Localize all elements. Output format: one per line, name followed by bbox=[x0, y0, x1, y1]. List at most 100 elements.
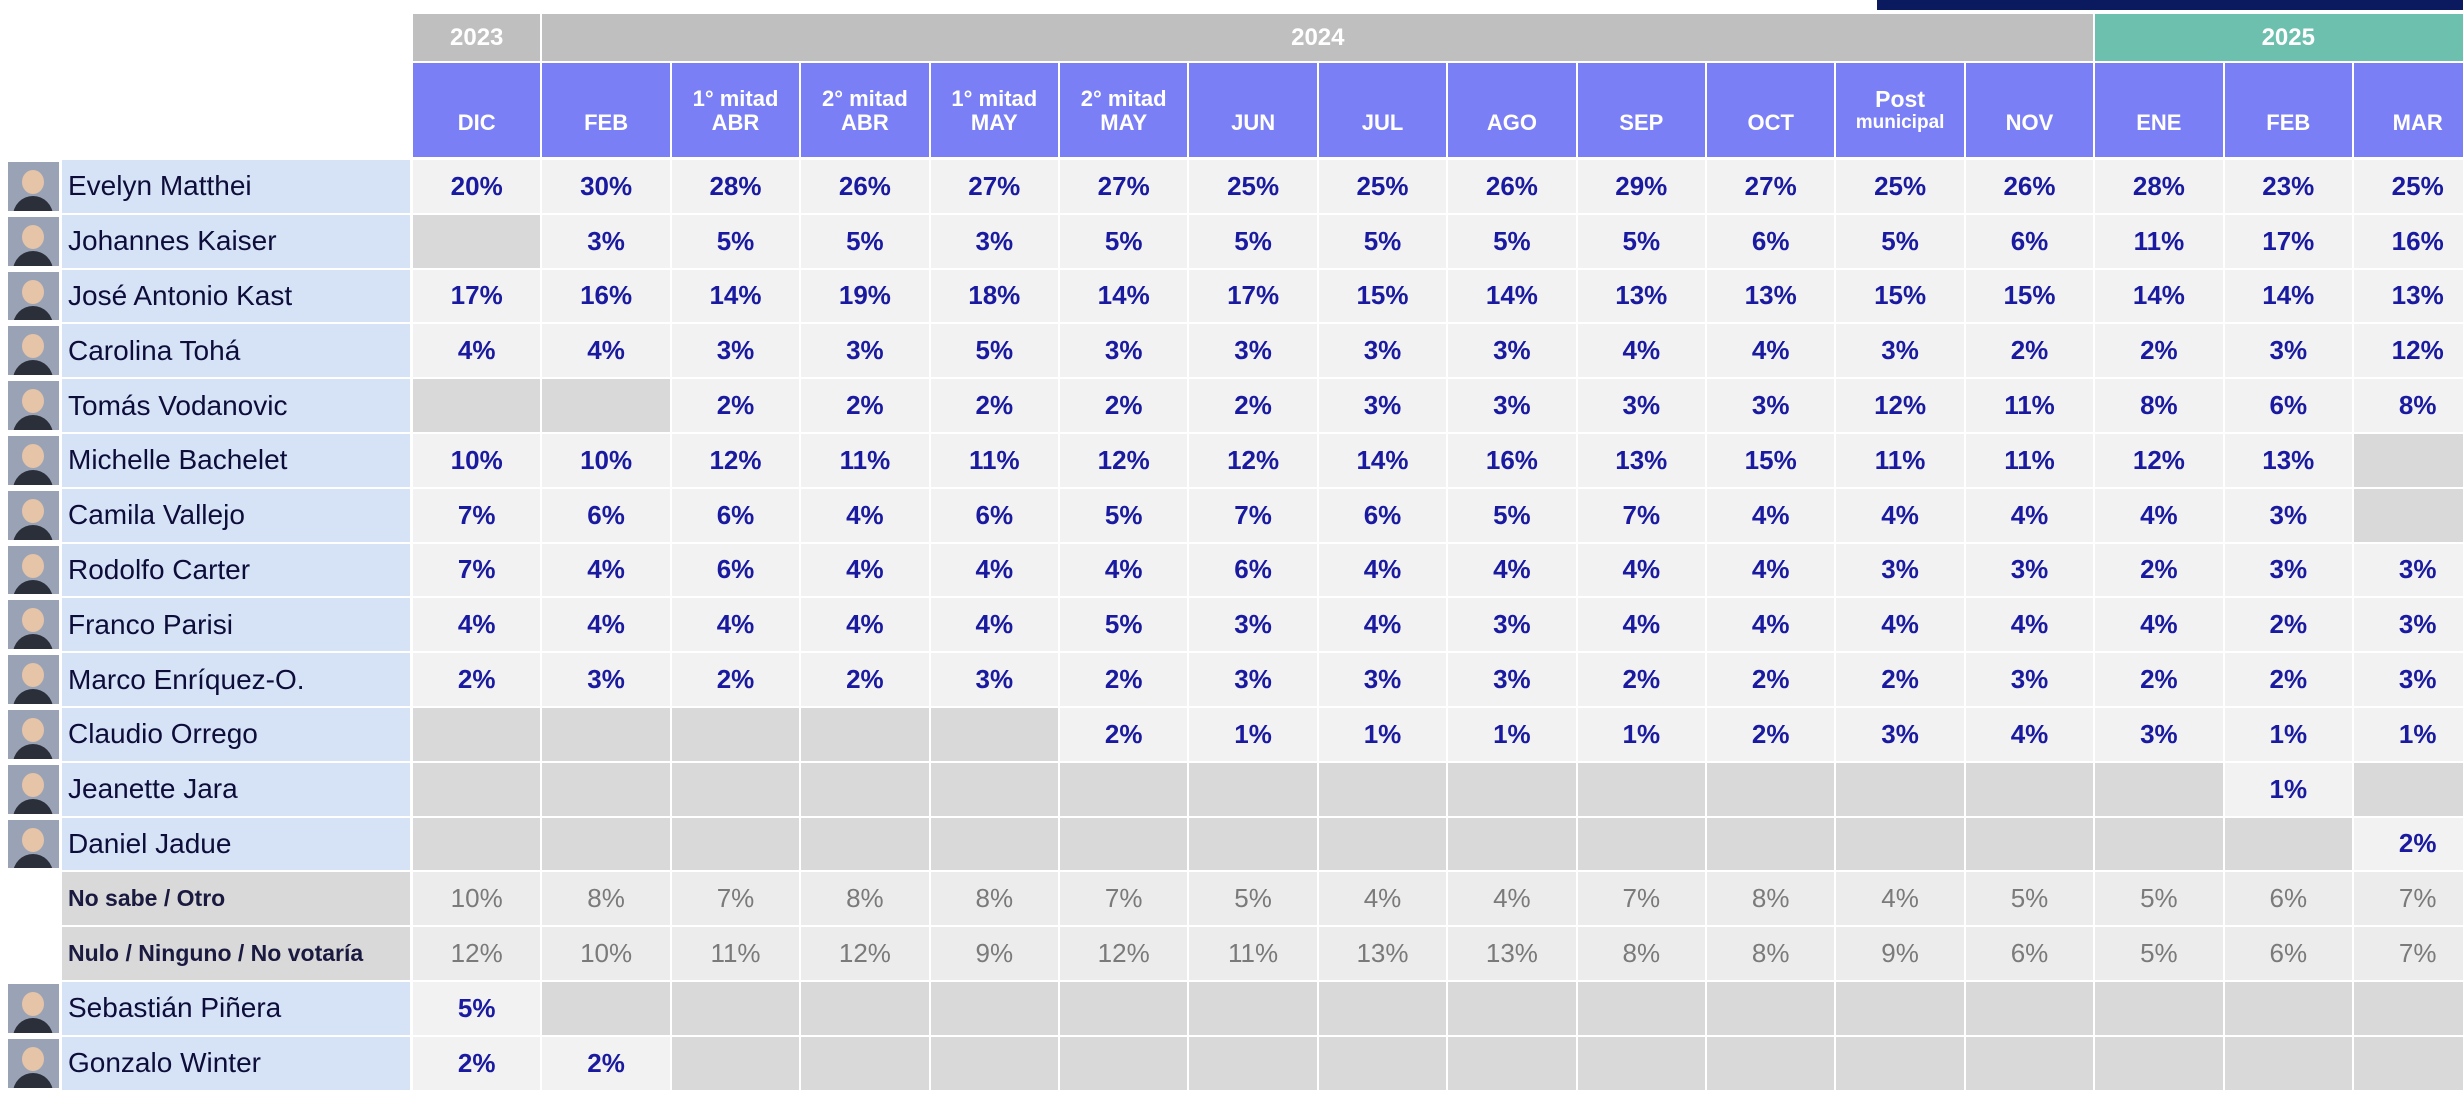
value-cell: 8% bbox=[542, 872, 670, 926]
photo-head bbox=[22, 170, 44, 194]
empty-cell bbox=[930, 762, 1058, 816]
value-cell: 13% bbox=[1318, 927, 1447, 980]
value-cell: 8% bbox=[2354, 379, 2463, 432]
value-cell: 1% bbox=[2224, 708, 2352, 761]
empty-cell bbox=[1060, 1036, 1188, 1090]
empty-cell bbox=[1965, 817, 2094, 871]
empty-cell bbox=[2095, 762, 2223, 816]
value-cell: 4% bbox=[801, 543, 929, 597]
value-cell: 7% bbox=[2354, 872, 2463, 926]
value-cell: 14% bbox=[2224, 269, 2352, 323]
value-cell: 14% bbox=[671, 269, 800, 323]
photo bbox=[8, 436, 59, 485]
value-cell: 11% bbox=[930, 434, 1058, 487]
value-cell: 3% bbox=[1318, 379, 1447, 432]
empty-cell bbox=[542, 379, 670, 432]
photo-head bbox=[22, 718, 44, 742]
value-cell: 4% bbox=[1965, 488, 2094, 542]
value-cell: 2% bbox=[1707, 708, 1835, 761]
month-header: NOV bbox=[1965, 63, 2094, 157]
empty-cell bbox=[930, 1036, 1058, 1090]
value-cell: 3% bbox=[1448, 653, 1576, 706]
value-cell: 8% bbox=[1577, 927, 1705, 980]
value-cell: 5% bbox=[671, 214, 800, 268]
value-cell: 3% bbox=[671, 324, 800, 378]
value-cell: 5% bbox=[1836, 214, 1964, 268]
photo-head bbox=[22, 663, 44, 688]
empty-cell bbox=[930, 817, 1058, 871]
month-header: AGO bbox=[1448, 63, 1576, 157]
value-cell: 8% bbox=[801, 872, 929, 926]
photo bbox=[8, 1038, 59, 1088]
row-name: Franco Parisi bbox=[62, 598, 410, 652]
value-cell: 7% bbox=[1189, 488, 1317, 542]
month-header-label: MAY bbox=[1100, 110, 1148, 135]
value-cell: 1% bbox=[2224, 762, 2352, 816]
value-cell: 15% bbox=[1965, 269, 2094, 323]
value-cell: 4% bbox=[1965, 598, 2094, 652]
value-cell: 3% bbox=[1189, 598, 1317, 652]
month-header-label: FEB bbox=[2266, 110, 2311, 135]
value-cell: 2% bbox=[1060, 653, 1188, 706]
row-name: Tomás Vodanovic bbox=[62, 379, 410, 432]
value-cell: 7% bbox=[1577, 488, 1705, 542]
photo bbox=[8, 819, 59, 869]
month-header-top: 2° mitad bbox=[1080, 86, 1167, 111]
photo bbox=[8, 710, 59, 759]
value-cell: 2% bbox=[1189, 379, 1317, 432]
empty-cell bbox=[2354, 434, 2463, 487]
value-cell: 3% bbox=[2224, 488, 2352, 542]
value-cell: 4% bbox=[1836, 598, 1964, 652]
value-cell: 7% bbox=[1060, 872, 1188, 926]
empty-cell bbox=[1189, 1036, 1317, 1090]
photo-head bbox=[22, 498, 44, 523]
value-cell: 25% bbox=[1189, 160, 1317, 213]
value-cell: 17% bbox=[1189, 269, 1317, 323]
month-header-label: MAR bbox=[2392, 110, 2443, 135]
empty-cell bbox=[1965, 762, 2094, 816]
value-cell: 4% bbox=[671, 598, 800, 652]
photo-head bbox=[22, 772, 44, 797]
value-cell: 3% bbox=[2224, 324, 2352, 378]
value-cell: 13% bbox=[1448, 927, 1576, 980]
value-cell: 4% bbox=[413, 324, 541, 378]
photo-body bbox=[13, 524, 53, 540]
empty-cell bbox=[1836, 817, 1964, 871]
empty-cell bbox=[1965, 1036, 2094, 1090]
empty-cell bbox=[2354, 762, 2463, 816]
value-cell: 26% bbox=[1965, 160, 2094, 213]
empty-cell bbox=[2224, 982, 2352, 1035]
empty-cell bbox=[542, 762, 670, 816]
value-cell: 3% bbox=[1189, 324, 1317, 378]
month-header: FEB bbox=[542, 63, 670, 157]
value-cell: 10% bbox=[542, 927, 670, 980]
value-cell: 26% bbox=[801, 160, 929, 213]
value-cell: 17% bbox=[2224, 214, 2352, 268]
empty-cell bbox=[1577, 1036, 1705, 1090]
value-cell: 6% bbox=[1965, 927, 2094, 980]
value-cell: 25% bbox=[1836, 160, 1964, 213]
empty-cell bbox=[1577, 762, 1705, 816]
empty-cell bbox=[2354, 488, 2463, 542]
value-cell: 5% bbox=[2095, 872, 2223, 926]
value-cell: 4% bbox=[1577, 543, 1705, 597]
value-cell: 12% bbox=[1836, 379, 1964, 432]
empty-cell bbox=[2224, 1036, 2352, 1090]
month-header: 2° mitad MAY bbox=[1060, 63, 1188, 157]
photo-body bbox=[13, 579, 53, 595]
empty-cell bbox=[1707, 1036, 1835, 1090]
value-cell: 14% bbox=[1318, 434, 1447, 487]
value-cell: 2% bbox=[1836, 653, 1964, 706]
photo-head bbox=[22, 224, 44, 249]
value-cell: 5% bbox=[2095, 927, 2223, 980]
photo bbox=[8, 984, 59, 1033]
value-cell: 3% bbox=[2354, 543, 2463, 597]
value-cell: 4% bbox=[1707, 488, 1835, 542]
month-header-label: municipal bbox=[1855, 112, 1945, 133]
value-cell: 12% bbox=[671, 434, 800, 487]
year-header: 2024 bbox=[542, 14, 2094, 61]
value-cell: 2% bbox=[2354, 817, 2463, 871]
value-cell: 13% bbox=[1577, 434, 1705, 487]
value-cell: 6% bbox=[2224, 379, 2352, 432]
